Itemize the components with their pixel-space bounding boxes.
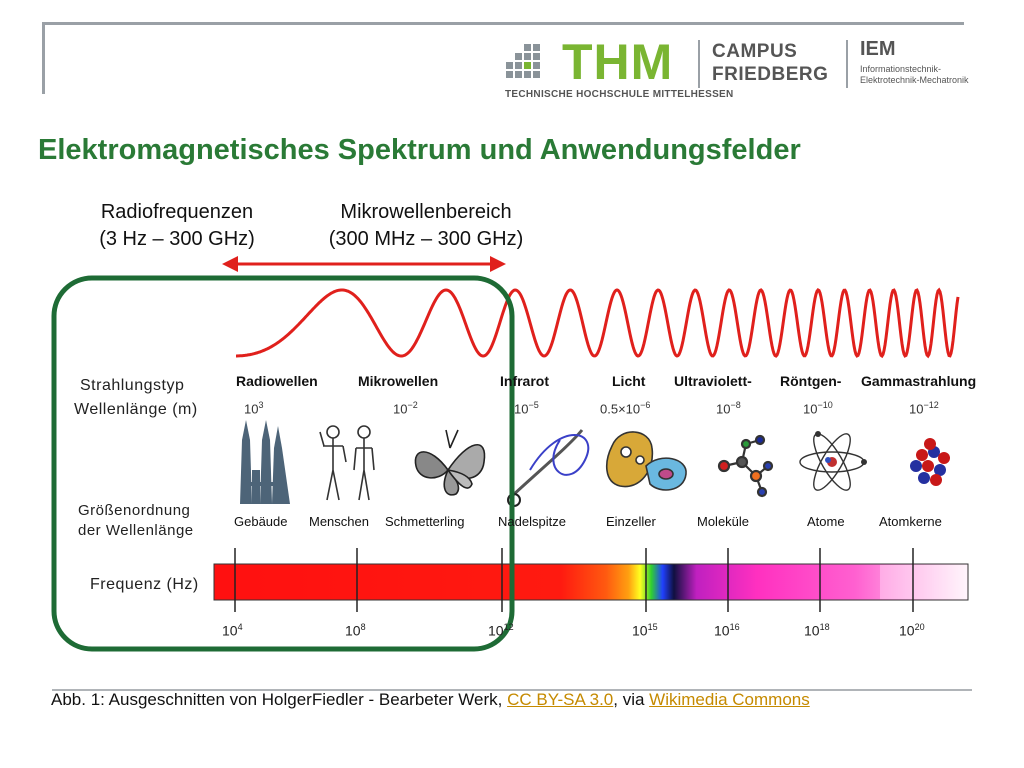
label-radiation-type: Strahlungstyp — [80, 377, 185, 394]
single-cell-icon — [605, 431, 687, 491]
microwave-range-span: (300 MHz – 300 GHz) — [328, 228, 524, 250]
label-magnitude-2: der Wellenlänge — [78, 522, 194, 539]
radio-range-span: (3 Hz – 300 GHz) — [99, 228, 255, 250]
header-frame-top — [42, 22, 964, 25]
radio-range-name: Radiofrequenzen — [100, 201, 254, 223]
needle-icon — [507, 429, 590, 507]
frequency-label: 1015 — [632, 622, 658, 639]
spectrum-bar-fade — [880, 565, 967, 599]
caption-middle: , via — [613, 690, 650, 709]
radio-range-label: Radiofrequenzen (3 Hz – 300 GHz) — [72, 199, 282, 253]
range-arrow — [222, 256, 506, 272]
molecule-icon — [717, 434, 774, 498]
frequency-label: 1016 — [714, 622, 740, 639]
frequency-spectrum-bar — [213, 563, 969, 601]
type-microwave: Mikrowellen — [358, 373, 439, 389]
label-frequency: Frequenz (Hz) — [90, 576, 199, 593]
object-nuclei: Atomkerne — [879, 514, 942, 529]
frequency-ticks — [234, 548, 914, 612]
thm-logo-grid-icon — [506, 44, 540, 82]
license-link[interactable]: CC BY-SA 3.0 — [507, 690, 614, 709]
object-atoms: Atome — [807, 514, 845, 529]
wavelength-infrared: 10−5 — [514, 400, 539, 417]
frequency-label: 104 — [222, 622, 243, 639]
thm-logo-text: THM — [562, 34, 674, 90]
microwave-range-label: Mikrowellenbereich (300 MHz – 300 GHz) — [306, 199, 546, 253]
wavelength-wave — [236, 287, 960, 359]
frequency-label: 1020 — [899, 622, 925, 639]
object-buildings: Gebäude — [234, 514, 288, 529]
building-icon — [240, 420, 290, 504]
header-divider — [846, 40, 848, 88]
object-single-cell: Einzeller — [606, 514, 656, 529]
header-divider — [698, 40, 700, 88]
wavelength-xray: 10−10 — [803, 400, 833, 417]
image-caption: Abb. 1: Ausgeschnitten von HolgerFiedler… — [51, 690, 810, 710]
type-radio: Radiowellen — [236, 373, 318, 389]
wavelength-light: 0.5×10−6 — [600, 400, 651, 417]
object-humans: Menschen — [309, 514, 369, 529]
campus-name: CAMPUS FRIEDBERG — [712, 40, 828, 86]
type-infrared: Infrarot — [500, 373, 549, 389]
caption-text: Abb. 1: Ausgeschnitten von HolgerFiedler… — [51, 690, 508, 709]
type-gamma: Gammastrahlung — [861, 373, 977, 389]
object-butterfly: Schmetterling — [385, 514, 465, 529]
label-magnitude-1: Größenordnung — [78, 502, 191, 519]
type-ultraviolet: Ultraviolett- — [674, 373, 752, 389]
thm-logo-subtitle: TECHNISCHE HOCHSCHULE MITTELHESSEN — [505, 89, 734, 100]
type-light: Licht — [612, 373, 646, 389]
wavelength-microwave: 10−2 — [393, 400, 418, 417]
microwave-range-name: Mikrowellenbereich — [340, 201, 512, 223]
department-line-2: Elektrotechnik-Mechatronik — [860, 75, 969, 85]
label-wavelength: Wellenlänge (m) — [74, 401, 198, 418]
object-molecules: Moleküle — [697, 514, 750, 529]
frequency-label: 1018 — [804, 622, 830, 639]
campus-line-1: CAMPUS — [712, 41, 798, 62]
department-name: Informationstechnik- Elektrotechnik-Mech… — [860, 64, 969, 86]
wavelength-gamma: 10−12 — [909, 400, 939, 417]
frequency-label: 1012 — [488, 622, 514, 639]
department-short: IEM — [860, 38, 896, 60]
department-line-1: Informationstechnik- — [860, 64, 942, 74]
wavelength-radio: 103 — [244, 400, 264, 417]
type-xray: Röntgen- — [780, 373, 842, 389]
atom-icon — [799, 431, 867, 491]
header-frame-left — [42, 22, 45, 94]
radio-range-highlight-box — [51, 275, 515, 652]
wikimedia-link[interactable]: Wikimedia Commons — [649, 690, 810, 709]
nucleus-icon — [910, 438, 950, 486]
footer-divider — [52, 689, 972, 691]
butterfly-icon — [414, 429, 486, 496]
wavelength-ultraviolet: 10−8 — [716, 400, 741, 417]
people-icon — [319, 425, 375, 501]
campus-line-2: FRIEDBERG — [712, 64, 829, 85]
frequency-label: 108 — [345, 622, 366, 639]
object-needle-tip: Nadelspitze — [498, 514, 566, 529]
page-title: Elektromagnetisches Spektrum und Anwendu… — [38, 134, 801, 166]
